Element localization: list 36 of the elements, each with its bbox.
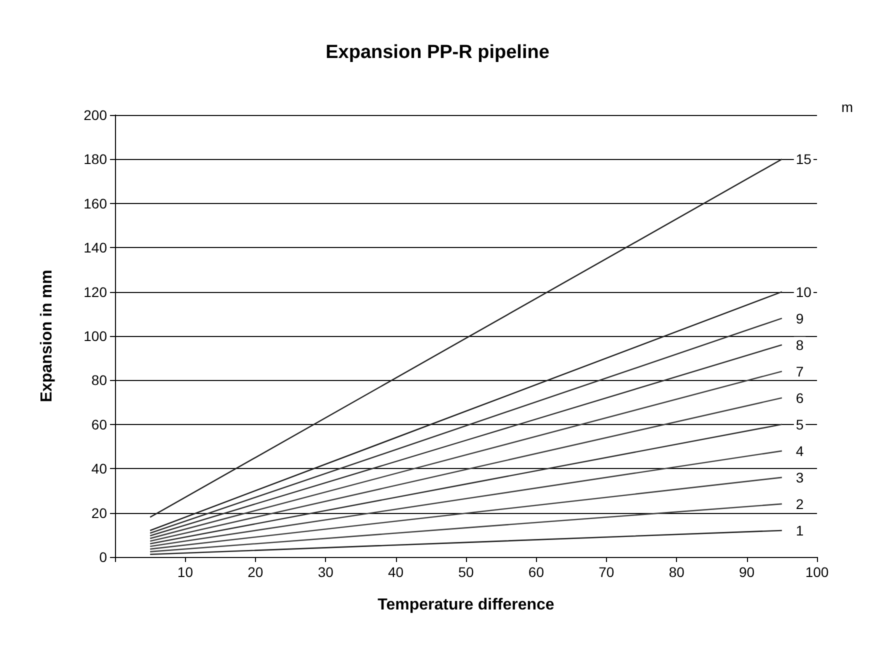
y-axis-title: Expansion in mm <box>38 270 56 402</box>
y-tick-label: 180 <box>84 151 108 168</box>
y-tick-label: 20 <box>91 504 108 521</box>
series-label: 6 <box>796 390 804 406</box>
x-tick-label: 80 <box>668 564 685 580</box>
x-tick-label: 60 <box>528 564 544 580</box>
x-tick-label: 40 <box>388 564 404 580</box>
y-tick-label: 120 <box>84 284 108 300</box>
series-label: 9 <box>796 310 804 326</box>
y-tick-label: 60 <box>91 416 108 432</box>
x-tick-label: 90 <box>739 564 755 580</box>
x-tick-label: 30 <box>318 564 334 580</box>
y-tick-label: 160 <box>84 195 108 212</box>
y-tick-label: 140 <box>84 240 108 256</box>
series-label: 15 <box>796 151 812 168</box>
series-label: 5 <box>796 416 804 432</box>
y-tick-label: 0 <box>99 549 108 565</box>
text: m <box>841 99 854 115</box>
x-axis-title: Temperature difference <box>378 596 554 614</box>
series-label: 8 <box>796 336 804 353</box>
series-label: 7 <box>796 363 804 380</box>
y-tick-label: 40 <box>91 460 108 477</box>
series-label: 3 <box>796 469 804 486</box>
y-tick-label: 80 <box>91 372 108 388</box>
x-tick-label: 70 <box>598 564 614 580</box>
series-label: 1 <box>796 522 804 538</box>
series-label: 10 <box>796 284 812 300</box>
series-label: 2 <box>796 496 804 512</box>
x-tick-label: 20 <box>248 564 264 580</box>
x-tick-label: 10 <box>177 564 194 580</box>
series-label: 4 <box>796 442 804 459</box>
y-tick-label: 100 <box>84 328 108 344</box>
y-tick-label: 200 <box>84 107 108 123</box>
x-tick-label: 100 <box>805 564 829 580</box>
chart-title: Expansion PP-R pipeline <box>326 42 550 63</box>
x-tick-label: 50 <box>458 564 474 580</box>
